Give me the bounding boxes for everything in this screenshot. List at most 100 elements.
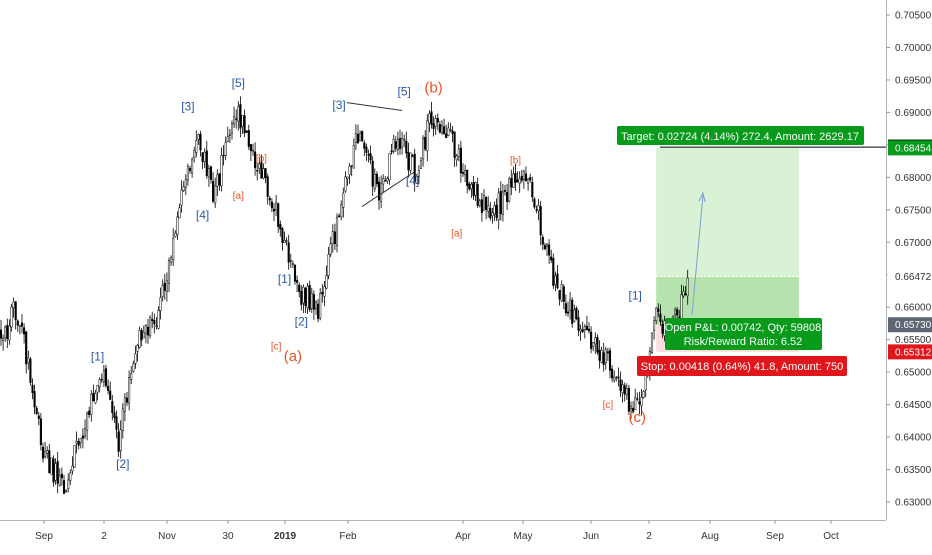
candle — [388, 152, 391, 185]
wave-label: [3] — [332, 98, 345, 112]
candle — [176, 211, 179, 240]
candle — [12, 297, 15, 318]
pnl-text: Open P&L: 0.00742, Qty: 59808 — [665, 322, 822, 334]
candle — [155, 317, 158, 330]
projection-arrowhead — [698, 191, 706, 203]
candle — [304, 287, 307, 314]
candle — [367, 149, 370, 163]
candle — [149, 315, 152, 339]
candle — [520, 169, 523, 183]
candle — [615, 376, 618, 382]
candle — [390, 143, 393, 155]
pnl-label[interactable]: Open P&L: 0.00742, Qty: 59808 Risk/Reward… — [665, 318, 822, 350]
candle — [264, 167, 267, 184]
candle — [35, 406, 38, 416]
candle — [172, 228, 175, 266]
candle — [466, 169, 469, 194]
candle — [230, 120, 234, 140]
candle — [459, 140, 462, 183]
candle — [571, 297, 574, 328]
candle — [661, 319, 664, 339]
candle — [461, 163, 465, 177]
x-tick-label: 30 — [222, 531, 234, 542]
candle — [548, 239, 551, 264]
candle — [6, 318, 9, 349]
candle — [157, 306, 160, 330]
candle — [56, 452, 59, 494]
candle — [361, 130, 364, 143]
x-tick-label: 2 — [646, 531, 652, 542]
candle — [640, 388, 643, 416]
wave-label: [1] — [629, 288, 642, 302]
candle — [4, 325, 7, 342]
candle — [419, 156, 423, 169]
candle — [682, 285, 685, 299]
y-tick-label: 0.64000 — [895, 433, 932, 444]
projection-arrow[interactable] — [691, 194, 704, 316]
candle — [537, 198, 540, 221]
svg-text:0.68454: 0.68454 — [895, 143, 932, 154]
candle — [527, 178, 530, 191]
candle — [434, 114, 437, 136]
y-tick-label: 0.67500 — [895, 205, 932, 216]
candle — [585, 315, 588, 331]
x-tick-label: Sep — [766, 531, 784, 542]
candle — [100, 373, 103, 384]
candle — [491, 207, 494, 224]
candle — [583, 324, 586, 339]
candle — [659, 304, 662, 326]
triangle-pattern[interactable] — [346, 102, 415, 207]
candle — [31, 378, 34, 400]
candle — [541, 234, 544, 251]
candle — [482, 189, 486, 211]
candle — [508, 176, 511, 203]
stop-label[interactable]: Stop: 0.00418 (0.64%) 41.8, Amount: 750 — [637, 356, 847, 376]
candle — [495, 198, 498, 221]
candle — [77, 438, 80, 450]
candle — [37, 411, 40, 426]
candle — [151, 311, 154, 329]
candle — [569, 291, 572, 320]
candle — [27, 350, 30, 370]
candle — [191, 157, 194, 178]
candle — [606, 347, 609, 361]
x-tick-label: Jun — [583, 531, 599, 542]
x-tick-label: Apr — [455, 531, 471, 542]
candle — [472, 176, 475, 201]
y-tick-label: 0.65000 — [895, 368, 932, 379]
candle — [123, 393, 126, 422]
candle — [44, 441, 47, 459]
y-tick-label: 0.69000 — [895, 108, 932, 119]
candle — [340, 200, 343, 221]
candle — [560, 280, 563, 303]
candle — [293, 264, 297, 285]
candle — [506, 183, 509, 211]
candle — [634, 388, 637, 411]
candle — [554, 271, 557, 292]
candle — [180, 180, 183, 213]
wave-label: [3] — [181, 99, 194, 113]
candle — [121, 403, 124, 439]
candle — [373, 168, 376, 192]
candle — [573, 304, 576, 323]
candle — [109, 381, 112, 401]
candle — [241, 115, 244, 134]
candle — [650, 332, 654, 355]
target-label[interactable]: Target: 0.02724 (4.14%) 272.4, Amount: 2… — [617, 126, 864, 145]
candle — [314, 299, 318, 315]
candle — [629, 401, 633, 419]
candle — [611, 365, 614, 383]
candle — [493, 201, 496, 222]
candle — [249, 144, 252, 162]
candle — [184, 174, 187, 196]
candle — [600, 346, 603, 364]
candle — [518, 171, 521, 193]
wave-label: (a) — [284, 348, 302, 365]
candle — [558, 290, 561, 306]
candle — [268, 195, 271, 206]
candle — [247, 124, 250, 150]
candle — [478, 198, 481, 208]
y-tick-label: 0.64500 — [895, 400, 932, 411]
